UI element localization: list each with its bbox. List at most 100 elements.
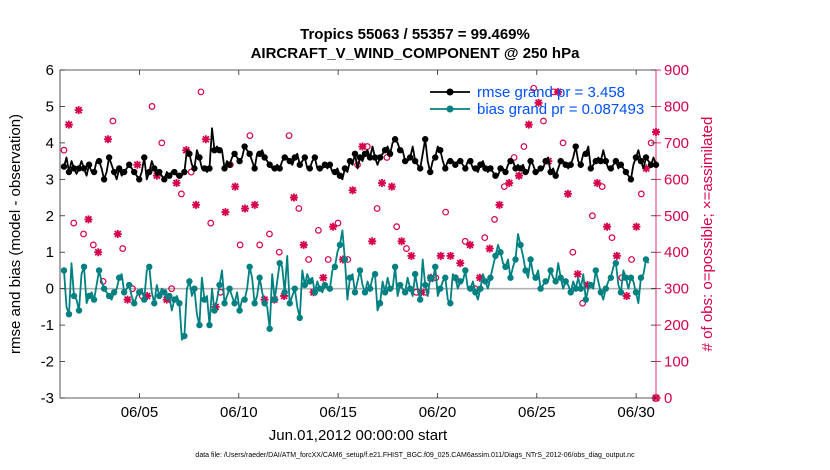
- bias-point: [437, 285, 444, 292]
- rmse-point: [95, 157, 103, 165]
- y-axis-label-right: # of obs: o=possible; ×=assimilated: [699, 117, 716, 352]
- rmse-point: [447, 157, 454, 165]
- bias-point: [346, 274, 354, 281]
- bias-point: [472, 289, 479, 296]
- obs-assimilated-point: [505, 178, 514, 187]
- obs-assimilated-point: [466, 240, 475, 249]
- rmse-point: [587, 165, 594, 172]
- rmse-point: [306, 165, 314, 172]
- obs-assimilated-point: [397, 237, 406, 246]
- bias-point: [432, 263, 439, 270]
- rmse-point: [311, 154, 319, 161]
- obs-possible-point: [246, 132, 254, 140]
- bias-point: [366, 285, 374, 292]
- obs-possible-point: [569, 248, 577, 256]
- rmse-point: [507, 157, 514, 165]
- obs-possible-point: [598, 183, 606, 191]
- legend-marker-0: [446, 88, 454, 96]
- rmse-point: [487, 165, 494, 172]
- obs-assimilated-point: [319, 273, 328, 282]
- x-tick-label: 06/15: [319, 404, 357, 421]
- bias-point: [422, 281, 429, 289]
- bias-point: [161, 289, 168, 296]
- bias-point: [271, 296, 278, 303]
- obs-assimilated-point: [524, 120, 533, 129]
- bias-point: [467, 285, 474, 292]
- bias-point: [80, 263, 88, 270]
- bias-point: [216, 281, 223, 289]
- rmse-point: [452, 161, 459, 168]
- bias-point: [151, 300, 158, 307]
- y-left-tick-label: 5: [46, 98, 54, 115]
- y-right-tick-label: 900: [664, 62, 689, 79]
- rmse-point: [60, 163, 68, 170]
- rmse-point: [221, 165, 228, 172]
- rmse-point: [567, 161, 574, 168]
- rmse-point: [161, 176, 168, 183]
- rmse-point: [80, 165, 88, 172]
- obs-possible-point: [491, 216, 498, 223]
- obs-possible-point: [197, 88, 205, 96]
- rmse-point: [276, 165, 283, 172]
- obs-possible-point: [314, 226, 322, 234]
- obs-assimilated-point: [172, 178, 181, 187]
- y-left-tick-label: 4: [46, 135, 54, 152]
- chart-title-line-2: AIRCRAFT_V_WIND_COMPONENT @ 250 hPa: [250, 45, 580, 62]
- y-right-tick-label: 400: [664, 244, 689, 261]
- obs-possible-point: [285, 132, 293, 140]
- bias-point: [131, 300, 138, 307]
- rmse-point: [361, 150, 369, 158]
- bias-point: [70, 292, 78, 300]
- rmse-point: [131, 168, 138, 176]
- rmse-point: [196, 154, 203, 161]
- rmse-point: [241, 143, 248, 150]
- x-axis-label: Jun.01,2012 00:00:00 start: [269, 427, 448, 444]
- bias-point: [492, 252, 499, 260]
- y-right-tick-label: 700: [664, 135, 689, 152]
- bias-point: [577, 285, 584, 292]
- bias-point: [186, 278, 193, 285]
- rmse-point: [522, 168, 529, 176]
- obs-possible-point: [168, 285, 176, 293]
- obs-possible-point: [70, 219, 78, 227]
- legend-label-0: rmse grand pr = 3.458: [477, 84, 625, 101]
- bias-point: [221, 300, 228, 307]
- rmse-point: [301, 154, 308, 161]
- rmse-point: [136, 176, 143, 183]
- rmse-point: [191, 165, 198, 172]
- bias-point: [266, 325, 273, 332]
- obs-assimilated-point: [652, 127, 660, 136]
- bias-point: [85, 292, 93, 300]
- bias-point: [597, 289, 605, 296]
- bias-point: [201, 296, 208, 303]
- bias-point: [427, 274, 434, 281]
- rmse-point: [256, 150, 263, 158]
- bias-point: [336, 241, 344, 249]
- obs-possible-point: [236, 241, 244, 249]
- rmse-point: [422, 136, 429, 143]
- rmse-point: [477, 161, 484, 168]
- rmse-point: [115, 165, 123, 172]
- bias-point: [291, 285, 298, 292]
- rmse-point: [166, 172, 173, 179]
- rmse-point: [401, 157, 409, 165]
- bias-point: [301, 281, 308, 289]
- bias-point: [75, 307, 83, 314]
- obs-assimilated-point: [358, 142, 367, 151]
- bias-point: [477, 285, 484, 292]
- obs-assimilated-point: [94, 248, 103, 257]
- rmse-point: [632, 154, 640, 161]
- bias-point: [241, 296, 248, 303]
- rmse-point: [216, 146, 223, 154]
- rmse-point: [492, 172, 499, 179]
- bias-point: [100, 285, 108, 292]
- bias-point: [136, 289, 143, 296]
- bias-point: [226, 285, 233, 292]
- rmse-point: [652, 161, 660, 168]
- obs-possible-point: [109, 117, 117, 125]
- bias-point: [316, 285, 324, 292]
- rmse-point: [381, 146, 389, 154]
- bias-point: [146, 263, 153, 270]
- rmse-point: [85, 161, 93, 168]
- obs-possible-point: [530, 84, 538, 92]
